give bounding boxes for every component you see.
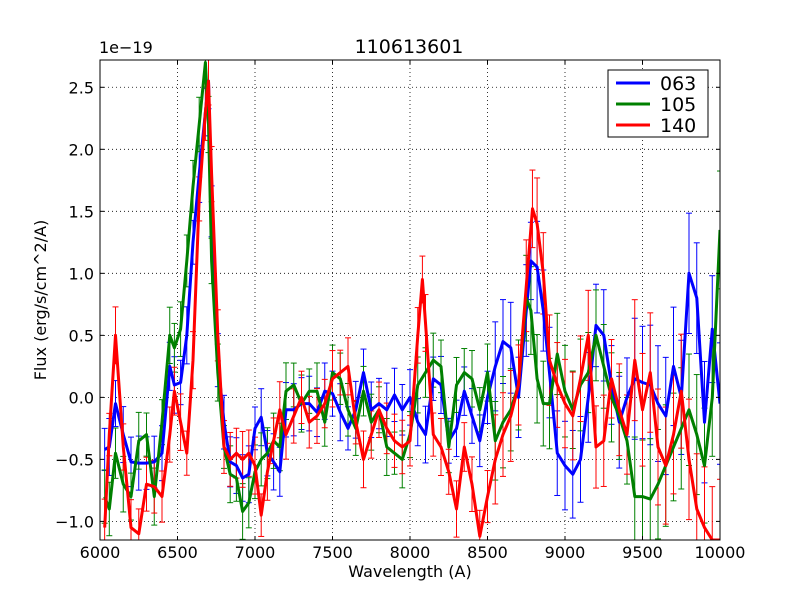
x-tick-label: 6000 — [80, 543, 121, 562]
legend-label-105: 105 — [660, 94, 696, 116]
legend-label-140: 140 — [660, 115, 696, 137]
x-tick-label: 8000 — [390, 543, 431, 562]
x-axis-label: Wavelength (A) — [348, 562, 471, 581]
y-tick-label: 2.0 — [69, 140, 94, 159]
x-tick-label: 8500 — [467, 543, 508, 562]
plot-area — [101, 60, 720, 540]
y-tick-label: −1.0 — [55, 512, 94, 531]
x-tick-label: 9500 — [622, 543, 663, 562]
y-tick-label: −0.5 — [55, 450, 94, 469]
series-line-140 — [103, 79, 720, 540]
y-tick-label: 0.5 — [69, 326, 94, 345]
y-axis-label: Flux (erg/s/cm^2/A) — [31, 220, 50, 381]
y-tick-label: 0.0 — [69, 388, 94, 407]
series-lines — [103, 61, 720, 540]
x-tick-label: 6500 — [157, 543, 198, 562]
legend-label-063: 063 — [660, 73, 696, 95]
y-tick-label: 1.5 — [69, 202, 94, 221]
x-tick-label: 7500 — [312, 543, 353, 562]
y-tick-label: 2.5 — [69, 78, 94, 97]
x-tick-label: 7000 — [235, 543, 276, 562]
axis-ticks: 6000 6500 7000 7500 8000 8500 9000 9500 10000 −1.… — [55, 60, 745, 562]
series-line-105 — [103, 61, 720, 513]
y-tick-label: 1.0 — [69, 264, 94, 283]
y-offset-label: 1e−19 — [99, 38, 153, 57]
x-tick-label: 10000 — [695, 543, 746, 562]
x-tick-label: 9000 — [545, 543, 586, 562]
chart-title: 110613601 — [355, 36, 464, 58]
